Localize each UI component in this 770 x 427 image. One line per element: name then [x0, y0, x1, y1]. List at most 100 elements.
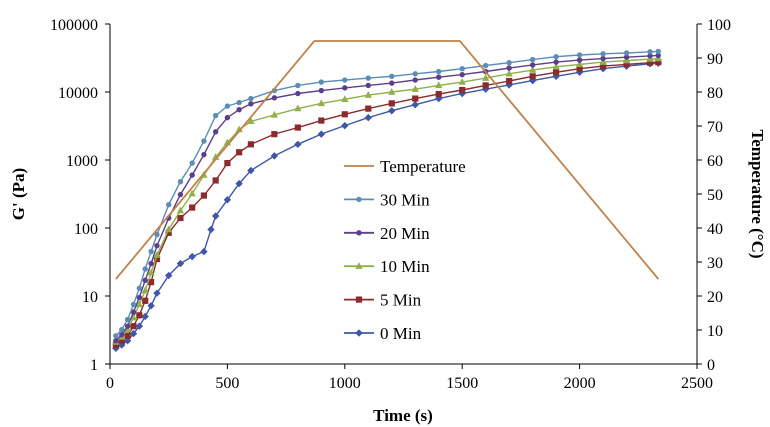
data-point-10-min	[317, 99, 325, 107]
data-point-20-min	[576, 57, 583, 63]
data-point-30-min	[248, 95, 254, 102]
data-point-5-min	[529, 73, 536, 80]
data-point-20-min	[201, 151, 207, 158]
data-point-30-min	[623, 50, 630, 56]
data-point-0-min	[317, 130, 326, 138]
series-line-temperature	[115, 40, 659, 280]
data-point-10-min	[341, 95, 349, 103]
right-y-axis-title: Temperature (°C)	[748, 129, 767, 258]
data-point-30-min	[318, 79, 325, 85]
data-point-20-min	[295, 90, 301, 97]
legend: Temperature 30 Min 20 Min 10 Min 5 Min 0 Min	[342, 154, 484, 345]
data-point-30-min	[342, 77, 348, 83]
right-y-tick-label: 10	[707, 323, 723, 340]
left-y-tick-label: 10	[82, 289, 98, 306]
data-point-30-min	[459, 66, 465, 72]
data-point-5-min	[124, 332, 131, 339]
data-point-5-min	[341, 111, 348, 118]
data-point-0-min	[235, 179, 243, 188]
data-point-20-min	[506, 65, 512, 71]
data-point-0-min	[270, 152, 279, 160]
left-y-axis-title: G' (Pa)	[9, 168, 28, 220]
data-point-30-min	[130, 301, 137, 308]
data-point-30-min	[119, 326, 125, 333]
legend-label-30-min: 30 Min	[380, 190, 430, 209]
data-point-30-min	[529, 56, 536, 63]
x-tick-label: 0	[106, 375, 114, 392]
data-point-10-min	[529, 66, 537, 73]
data-point-20-min	[154, 242, 160, 249]
data-point-30-min	[177, 178, 184, 185]
data-point-0-min	[188, 252, 196, 261]
data-point-0-min	[123, 337, 132, 345]
series-line-10-min	[115, 57, 659, 343]
data-point-10-min	[435, 81, 443, 89]
data-point-5-min	[318, 117, 325, 124]
data-point-20-min	[148, 260, 154, 267]
data-point-30-min	[189, 160, 195, 166]
data-point-10-min	[482, 74, 490, 81]
legend-marker-5-min	[355, 296, 363, 303]
data-point-0-min	[135, 322, 144, 330]
data-point-5-min	[459, 86, 466, 94]
data-point-10-min	[646, 55, 654, 62]
x-tick-label: 1500	[446, 375, 478, 392]
legend-label-0-min: 0 Min	[380, 324, 422, 343]
series-line-30-min	[115, 50, 659, 337]
data-point-10-min	[505, 69, 513, 77]
right-y-tick-label: 70	[707, 119, 723, 136]
data-point-20-min	[318, 87, 325, 94]
data-point-10-min	[654, 54, 662, 62]
data-point-5-min	[412, 95, 419, 102]
data-point-20-min	[412, 77, 418, 83]
right-y-tick-label: 100	[707, 17, 731, 34]
data-point-10-min	[599, 58, 607, 65]
data-point-10-min	[247, 117, 255, 125]
left-y-tick-label: 1000	[66, 153, 98, 170]
data-point-0-min	[176, 259, 185, 268]
legend-label-20-min: 20 Min	[380, 224, 430, 243]
data-point-10-min	[270, 110, 278, 118]
data-point-20-min	[389, 80, 395, 86]
x-axis-title: Time (s)	[373, 406, 433, 425]
data-point-20-min	[271, 95, 278, 101]
data-point-5-min	[136, 312, 143, 319]
series-line-5-min	[115, 61, 659, 346]
data-point-10-min	[622, 56, 631, 64]
x-tick-label: 2000	[564, 375, 596, 392]
data-point-20-min	[553, 59, 559, 65]
series-line-20-min	[115, 54, 659, 342]
data-point-30-min	[482, 62, 489, 69]
data-point-20-min	[124, 323, 131, 329]
data-point-5-min	[365, 105, 372, 112]
data-point-10-min	[153, 251, 161, 258]
data-point-30-min	[506, 59, 512, 66]
data-point-30-min	[166, 202, 172, 208]
x-tick-label: 1000	[329, 375, 361, 392]
data-point-30-min	[365, 75, 371, 81]
left-y-tick-label: 100	[74, 221, 98, 238]
data-point-0-min	[207, 225, 215, 234]
data-point-0-min	[294, 140, 302, 149]
data-point-0-min	[164, 271, 173, 280]
data-point-5-min	[177, 214, 184, 222]
data-point-10-min	[188, 189, 196, 197]
data-point-20-min	[365, 82, 371, 89]
ticks-layer: 0 500 1000 1500 2000 250011010010001000010000…	[50, 17, 731, 392]
data-point-10-min	[552, 62, 560, 70]
data-point-0-min	[341, 121, 349, 130]
data-point-20-min	[459, 71, 465, 78]
data-point-20-min	[342, 85, 348, 91]
data-point-30-min	[655, 48, 661, 55]
data-point-5-min	[388, 100, 395, 107]
data-point-20-min	[236, 106, 242, 113]
series-30-min	[113, 48, 661, 339]
legend-marker-20-min	[356, 230, 362, 236]
data-point-30-min	[124, 316, 131, 323]
data-point-0-min	[364, 113, 372, 122]
data-point-0-min	[147, 301, 155, 310]
data-point-20-min	[212, 129, 219, 135]
data-point-5-min	[236, 149, 243, 156]
data-point-10-min	[411, 85, 419, 92]
